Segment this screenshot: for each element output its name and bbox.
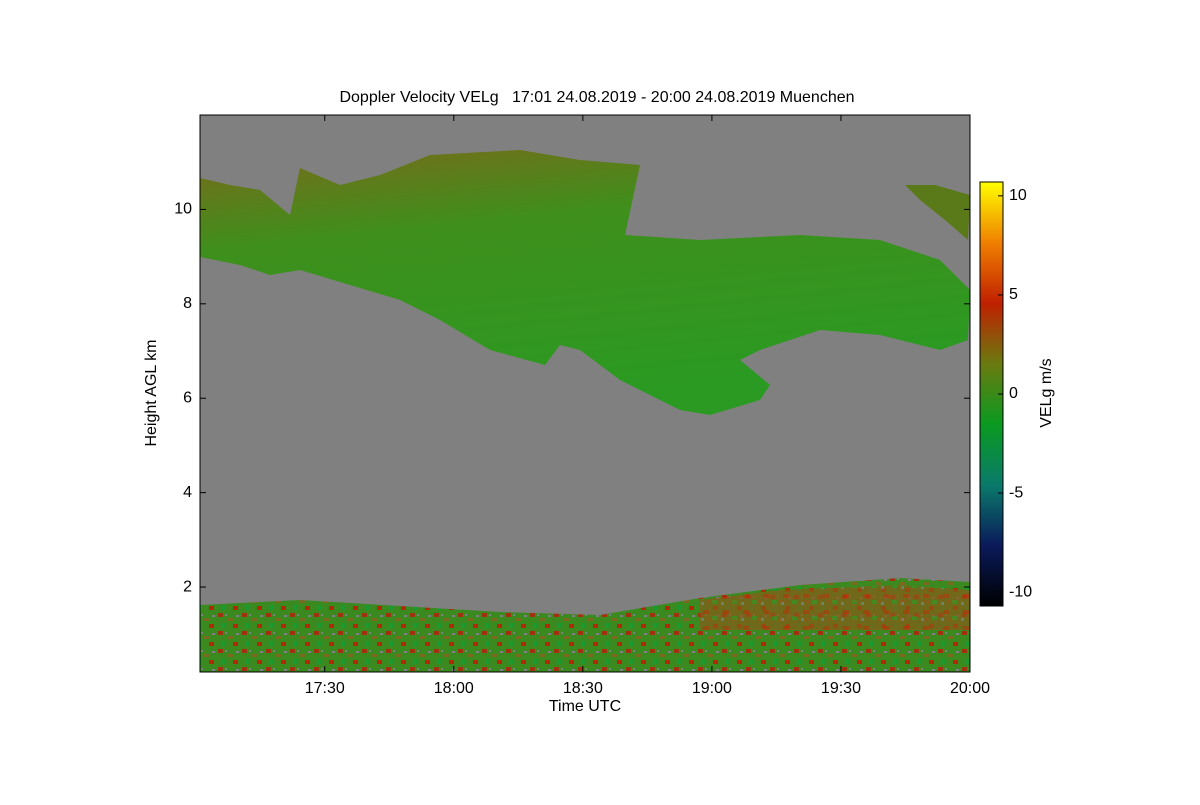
y-tick-label: 2 [183,578,192,595]
y-tick-label: 8 [183,295,192,312]
x-tick-label: 20:00 [950,680,990,697]
x-tick-label: 19:30 [821,680,861,697]
colorbar-tick-label: 10 [1009,187,1027,204]
y-axis-label: Height AGL km [143,339,160,446]
colorbar-tick-label: -5 [1009,484,1023,501]
y-tick-label: 10 [174,201,192,218]
boundary-layer-field [700,585,970,630]
colorbar-label: VELg m/s [1038,358,1055,427]
x-tick-label: 17:30 [305,680,345,697]
chart-title: Doppler Velocity VELg 17:01 24.08.2019 -… [339,89,854,106]
cloud-field [200,150,970,415]
x-tick-label: 18:00 [434,680,474,697]
x-axis-label: Time UTC [549,698,621,715]
plot-area [199,114,971,673]
y-tick-label: 6 [183,389,192,406]
colorbar-tick-label: -10 [1009,583,1032,600]
colorbar-tick-label: 5 [1009,286,1018,303]
plot-frame [199,114,971,673]
colorbar-tick-label: 0 [1009,385,1018,402]
x-tick-label: 18:30 [563,680,603,697]
x-tick-label: 19:00 [692,680,732,697]
y-tick-label: 4 [183,484,192,501]
cloud-field [905,185,970,240]
